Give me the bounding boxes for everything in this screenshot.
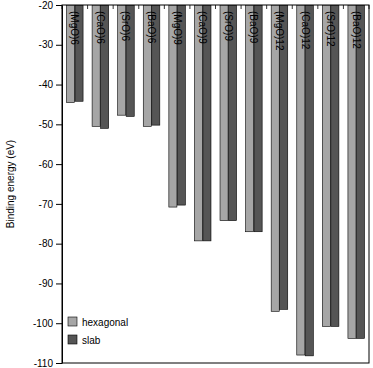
category-labels: (MgO)6 (CaO)6 (SrO)6 (BaO)6 (MgO)9 (CaO)9 (SrO…	[69, 11, 361, 51]
bar	[297, 5, 305, 355]
legend-swatch	[68, 335, 77, 344]
y-tick-mark	[56, 124, 62, 125]
bar	[356, 5, 364, 338]
x-tick-mark	[189, 5, 190, 9]
legend-label: slab	[82, 335, 101, 346]
bar	[348, 5, 356, 338]
bar	[271, 5, 279, 311]
category-label: (BaO)9	[248, 11, 259, 44]
y-tick: -60	[39, 159, 62, 170]
y-tick-label: -110	[34, 358, 54, 368]
y-tick: -80	[39, 238, 62, 249]
x-tick-mark	[317, 5, 318, 9]
y-tick-label: -100	[33, 318, 53, 329]
y-tick-label: -30	[39, 39, 54, 50]
category-label: (MgO)9	[172, 11, 183, 45]
bar	[305, 5, 313, 356]
x-tick-mark	[113, 5, 114, 9]
plot-frame	[62, 5, 369, 363]
y-tick-label: -50	[39, 119, 54, 130]
y-tick-mark	[56, 244, 62, 245]
legend: hexagonal slab	[68, 317, 128, 346]
category-label: (SrO)12	[325, 11, 336, 47]
y-tick: -50	[39, 119, 62, 130]
x-tick-mark	[369, 5, 370, 9]
chart: -20 -30 -40 -50 -60 -70 -80 -90 -100 -110 (MgO)6 (C…	[0, 0, 373, 368]
x-tick-mark	[215, 5, 216, 9]
x-tick-mark	[266, 5, 267, 9]
y-tick: -30	[39, 39, 62, 50]
y-tick-label: -90	[39, 278, 54, 289]
x-tick-mark	[62, 5, 63, 9]
category-label: (CaO)12	[300, 11, 311, 50]
bar	[331, 5, 339, 326]
y-tick-label: -80	[39, 238, 54, 249]
y-tick-label: -60	[39, 159, 54, 170]
y-tick-mark	[56, 85, 62, 86]
bar	[280, 5, 288, 309]
y-tick: -110	[34, 358, 62, 368]
category-label: (CaO)9	[197, 11, 208, 44]
category-label: (BaO)6	[146, 11, 157, 44]
y-tick-label: -70	[39, 199, 54, 210]
y-tick-label: -40	[39, 79, 54, 90]
y-tick-mark	[56, 323, 62, 324]
legend-swatch	[68, 317, 77, 326]
x-tick-mark	[138, 5, 139, 9]
x-tick-mark	[343, 5, 344, 9]
legend-label: hexagonal	[82, 317, 128, 328]
y-tick-mark	[56, 5, 62, 6]
category-label: (SrO)9	[223, 11, 234, 41]
x-tick-mark	[241, 5, 242, 9]
x-tick-mark	[164, 5, 165, 9]
category-label: (MgO)12	[274, 11, 285, 51]
x-tick-mark	[292, 5, 293, 9]
bars	[67, 5, 365, 356]
y-tick-mark	[56, 164, 62, 165]
y-tick-mark	[56, 45, 62, 46]
category-label: (CaO)6	[95, 11, 106, 44]
y-tick-mark	[56, 283, 62, 284]
y-axis: -20 -30 -40 -50 -60 -70 -80 -90 -100 -110	[33, 0, 63, 368]
legend-item: hexagonal	[68, 317, 128, 328]
y-tick-label: -20	[39, 0, 54, 11]
x-tick-mark	[87, 5, 88, 9]
category-label: (SrO)6	[120, 11, 131, 41]
x-ticks	[62, 5, 369, 9]
legend-item: slab	[68, 335, 101, 346]
y-axis-line	[62, 6, 63, 364]
category-label: (BaO)12	[351, 11, 362, 49]
y-axis-title: Binding energy (eV)	[5, 140, 16, 228]
bar	[322, 5, 330, 326]
y-tick: -70	[39, 199, 62, 210]
plot: -20 -30 -40 -50 -60 -70 -80 -90 -100 -110 (MgO)6 (C…	[33, 0, 369, 368]
y-tick: -90	[39, 278, 62, 289]
y-tick: -20	[39, 0, 62, 11]
y-tick: -40	[39, 79, 62, 90]
category-label: (MgO)6	[69, 11, 80, 45]
y-tick-mark	[56, 204, 62, 205]
y-tick: -100	[33, 318, 62, 329]
y-tick-mark	[56, 363, 62, 364]
